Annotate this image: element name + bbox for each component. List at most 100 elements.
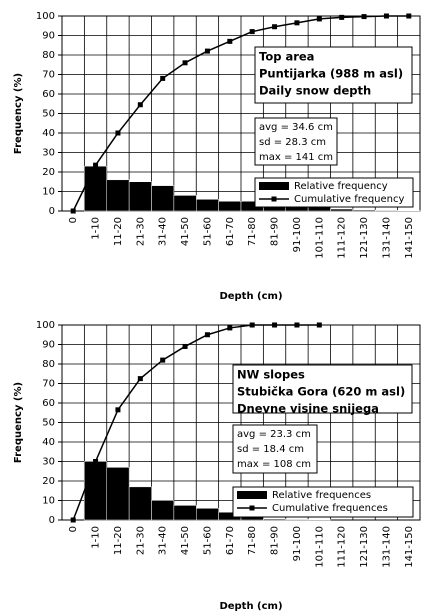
stats-line: max = 108 cm <box>237 459 311 470</box>
marker <box>182 60 188 66</box>
x-tick-label: 41-50 <box>180 526 191 555</box>
marker <box>339 14 345 20</box>
bar <box>151 500 175 521</box>
legend-label: Relative frequences <box>272 490 371 501</box>
marker <box>137 102 143 108</box>
marker <box>137 376 143 382</box>
y-tick-label: 10 <box>42 496 55 507</box>
y-tick-label: 80 <box>42 50 55 61</box>
marker <box>70 517 76 523</box>
x-tick-label: 81-90 <box>270 526 281 555</box>
bar <box>285 519 309 521</box>
marker <box>204 332 210 338</box>
marker <box>93 459 99 464</box>
x-tick-label: 61-70 <box>225 526 236 555</box>
bar <box>173 195 197 212</box>
marker <box>361 14 367 20</box>
y-tick-label: 80 <box>42 359 55 370</box>
y-tick-label: 50 <box>42 418 55 429</box>
marker <box>383 13 389 19</box>
y-axis-label: Frequency (%) <box>13 382 24 463</box>
x-tick-label: 91-100 <box>292 217 303 252</box>
bar <box>128 486 152 521</box>
stats-box <box>232 424 318 474</box>
stats-line: avg = 34.6 cm <box>259 122 333 133</box>
y-axis-label: Frequency (%) <box>13 73 24 154</box>
x-tick-label: 141-150 <box>404 526 415 568</box>
bar <box>307 206 331 212</box>
x-tick-label: 51-60 <box>202 217 213 246</box>
bar <box>285 206 309 212</box>
bar <box>84 461 107 521</box>
bar <box>196 508 219 521</box>
y-tick-label: 100 <box>36 320 55 331</box>
y-tick-label: 20 <box>42 476 55 487</box>
x-tick-label: 41-50 <box>180 217 191 246</box>
y-tick-label: 50 <box>42 109 55 120</box>
x-tick-label: 111-120 <box>337 217 348 259</box>
marker <box>160 75 166 81</box>
legend-swatch <box>259 182 289 190</box>
marker <box>249 322 255 328</box>
marker <box>93 162 99 168</box>
x-tick-label: 111-120 <box>337 526 348 568</box>
x-tick-label: 141-150 <box>404 217 415 259</box>
title-box <box>232 364 413 414</box>
x-axis-label: Depth (cm) <box>219 291 282 302</box>
x-tick-label: 31-40 <box>158 217 169 246</box>
marker <box>316 322 322 328</box>
title-line: NW slopes <box>237 368 305 382</box>
x-tick-label: 51-60 <box>202 526 213 555</box>
marker <box>294 20 300 26</box>
legend-label: Relative frequency <box>294 181 388 192</box>
y-tick-label: 60 <box>42 398 55 409</box>
title-line: Puntijarka (988 m asl) <box>259 67 403 81</box>
y-tick-label: 70 <box>42 379 55 390</box>
bar <box>240 516 264 521</box>
x-tick-label: 11-20 <box>113 526 124 555</box>
x-tick-label: 121-130 <box>359 526 370 568</box>
marker <box>272 24 278 30</box>
legend-label: Cumulative frequences <box>272 503 388 514</box>
y-tick-label: 70 <box>42 70 55 81</box>
y-tick-label: 0 <box>49 515 55 526</box>
x-tick-label: 1-10 <box>91 217 102 240</box>
bar <box>128 181 152 212</box>
x-tick-label: 21-30 <box>135 526 146 555</box>
marker <box>70 208 76 214</box>
marker <box>115 130 121 136</box>
stats-box <box>254 117 338 166</box>
marker <box>227 325 233 331</box>
x-tick-label: 71-80 <box>247 526 258 555</box>
x-tick-label: 0 <box>68 217 79 223</box>
x-tick-label: 81-90 <box>270 217 281 246</box>
y-tick-label: 100 <box>36 11 55 22</box>
y-tick-label: 0 <box>49 206 55 217</box>
x-tick-label: 11-20 <box>113 217 124 246</box>
x-axis-label: Depth (cm) <box>219 601 282 612</box>
x-tick-label: 31-40 <box>158 526 169 555</box>
line <box>72 324 320 521</box>
marker <box>294 322 300 328</box>
marker <box>182 343 188 349</box>
stats-line: max = 141 cm <box>259 152 333 163</box>
x-tick-label: 21-30 <box>135 217 146 246</box>
y-tick-label: 30 <box>42 457 55 468</box>
bar <box>106 179 130 212</box>
marker <box>249 29 255 35</box>
marker <box>316 16 322 22</box>
y-tick-label: 60 <box>42 89 55 100</box>
legend-swatch <box>237 491 267 499</box>
marker <box>272 322 278 328</box>
x-tick-label: 1-10 <box>91 526 102 549</box>
y-tick-label: 10 <box>42 187 55 198</box>
title-line: Dnevne visine snijega <box>237 402 379 416</box>
line <box>72 15 409 212</box>
title-line: Stubička Gora (620 m asl) <box>237 385 405 399</box>
y-tick-label: 90 <box>42 31 55 42</box>
legend-marker <box>271 196 277 202</box>
marker <box>160 357 166 363</box>
y-tick-label: 40 <box>42 128 55 139</box>
stats-line: sd = 28.3 cm <box>259 137 326 148</box>
